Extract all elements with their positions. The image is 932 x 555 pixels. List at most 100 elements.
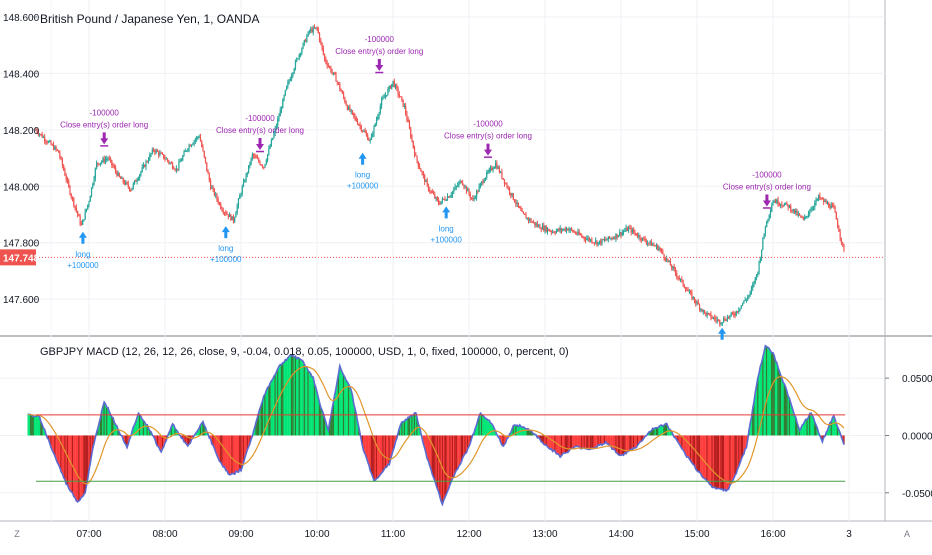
candle-body [297,58,299,60]
candle-body [778,204,780,206]
candle-body [464,186,466,188]
candle-body [486,172,488,178]
candle-body [134,180,136,184]
candle-body [182,156,184,161]
candle-body [524,213,526,215]
candle-body [723,318,725,323]
symbol-title[interactable]: British Pound / Japanese Yen, 1, OANDA [40,12,260,26]
candle-body [107,158,109,160]
candle-body [700,308,702,310]
candle-body [313,27,316,29]
candle-body [213,188,215,196]
close-marker-amount: -100000 [752,170,782,179]
candle-body [64,170,66,176]
candle-body [302,43,304,49]
candle-body [693,297,696,302]
candle-body [600,240,602,244]
candle-body [140,171,142,175]
candle-body [296,58,298,62]
candle-body [811,208,813,210]
candle-body [51,144,53,146]
candle-body [201,141,203,147]
candle-body [834,207,836,213]
candle-body [126,181,128,184]
price-tick-label: 148.200 [3,126,40,137]
candle-body [603,239,606,241]
candle-body [387,89,389,95]
candle-body [690,291,692,293]
candle-body [388,86,390,90]
candle-body [88,201,90,205]
candle-body [535,223,537,226]
candle-body [331,71,333,73]
candle-body [225,212,227,214]
candle-body [609,236,611,239]
close-marker-label: Close entry(s) order long [444,132,532,141]
macd-indicator-title[interactable]: GBPJPY MACD (12, 26, 12, 26, close, 9, -… [40,346,569,358]
candle-body [764,227,766,234]
candle-body [131,187,133,191]
candle-body [40,134,42,136]
candle-body [267,154,269,161]
candle-body [218,202,221,204]
candle-body [673,266,675,270]
candle-body [68,180,70,187]
candle-body [655,245,658,247]
candle-body [116,171,118,176]
macd-histogram [27,344,846,507]
candle-body [189,145,191,147]
candle-body [510,192,512,196]
candle-body [255,156,257,159]
candle-body [687,290,689,292]
candle-body [179,161,181,163]
candle-body [816,199,818,201]
candle-body [202,146,204,151]
candle-body [350,110,352,112]
candle-body [329,66,331,68]
candle-body [762,238,764,250]
candle-body [118,173,120,177]
candle-body [242,181,245,187]
candle-body [332,72,335,74]
candle-body [367,134,369,140]
candle-body [125,181,127,185]
close-arrow-down-icon [256,138,264,151]
candle-body [710,313,712,318]
candle-body [560,228,563,231]
candle-body [145,161,147,168]
candle-body [521,210,523,213]
candle-body [198,136,200,138]
candle-body [279,109,281,117]
macd-tick-label: -0.0500 [902,489,932,500]
candle-body [564,228,566,231]
long-marker-amount: +100000 [210,255,242,264]
candle-body [85,208,88,212]
candle-body [818,195,820,200]
candle-body [239,195,241,200]
candle-body [717,319,720,321]
candle-body [230,214,232,221]
candle-body [407,119,409,123]
candle-body [256,158,259,160]
candle-body [768,214,770,220]
candle-body [165,158,167,160]
candle-body [448,196,450,198]
candle-body [567,228,569,231]
candle-body [793,209,796,213]
candle-body [573,231,575,233]
candle-body [115,167,117,172]
candle-body [293,68,295,73]
candle-body [514,199,516,203]
candle-body [364,130,366,133]
candle-body [660,249,663,251]
candle-body [394,85,397,87]
candle-body [421,171,423,173]
candle-body [393,80,395,87]
candle-body [427,184,430,190]
candle-body [725,320,727,322]
candle-body [804,216,806,219]
candle-body [795,210,797,213]
candle-body [577,231,579,235]
